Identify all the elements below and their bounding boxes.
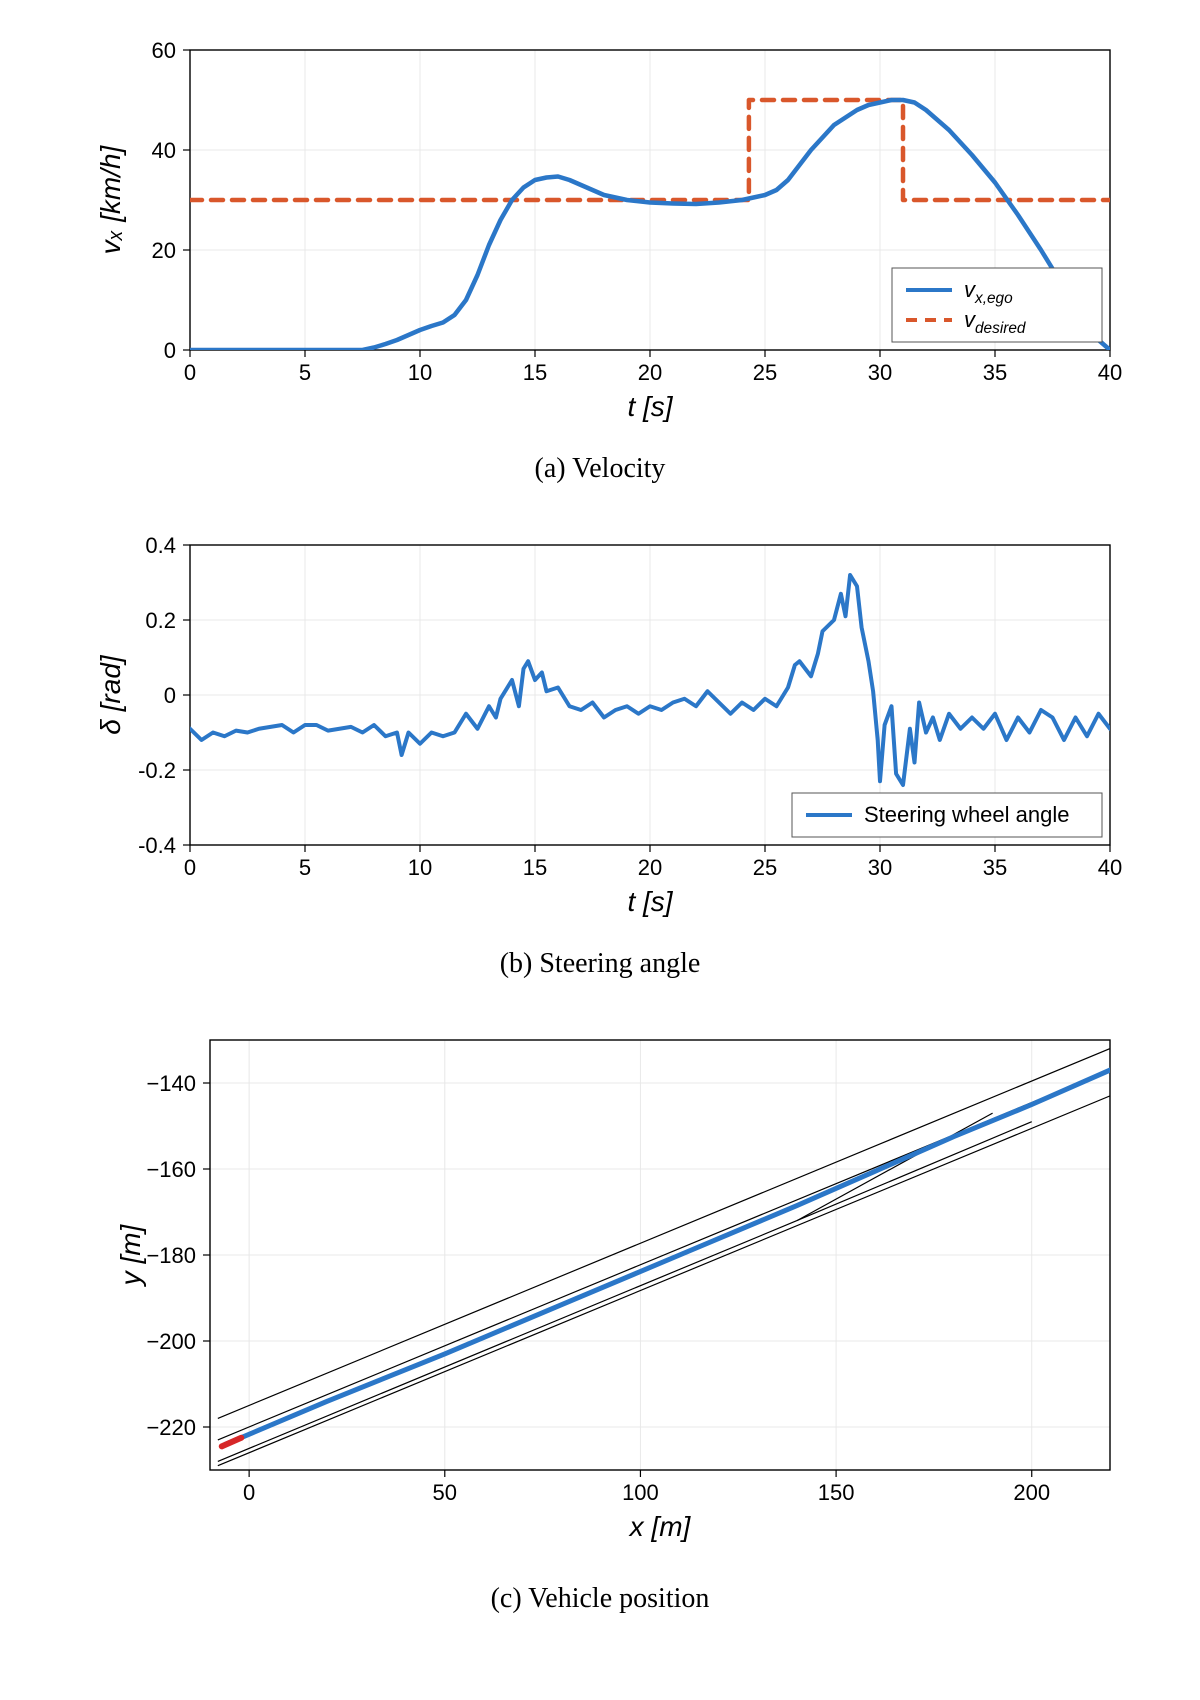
svg-text:−160: −160 <box>146 1157 196 1182</box>
svg-text:30: 30 <box>868 360 892 385</box>
svg-text:200: 200 <box>1013 1480 1050 1505</box>
svg-text:y [m]: y [m] <box>115 1223 146 1287</box>
panel-steering: 0 5 10 15 20 25 30 35 40 -0.4 -0.2 0 0.2 0.4 t [s] δ [r… <box>60 515 1140 980</box>
svg-text:10: 10 <box>408 855 432 880</box>
svg-text:-0.2: -0.2 <box>138 758 176 783</box>
svg-text:5: 5 <box>299 360 311 385</box>
svg-text:0: 0 <box>164 683 176 708</box>
svg-text:−220: −220 <box>146 1415 196 1440</box>
svg-text:δ [rad]: δ [rad] <box>95 654 126 735</box>
svg-text:100: 100 <box>622 1480 659 1505</box>
svg-text:−200: −200 <box>146 1329 196 1354</box>
caption-a: (a) Velocity <box>60 453 1140 485</box>
svg-text:40: 40 <box>1098 360 1122 385</box>
svg-text:−140: −140 <box>146 1071 196 1096</box>
svg-text:5: 5 <box>299 855 311 880</box>
svg-text:0.2: 0.2 <box>145 608 176 633</box>
svg-text:−180: −180 <box>146 1243 196 1268</box>
svg-text:t [s]: t [s] <box>627 391 673 422</box>
svg-text:40: 40 <box>152 138 176 163</box>
svg-text:15: 15 <box>523 855 547 880</box>
svg-text:30: 30 <box>868 855 892 880</box>
svg-text:25: 25 <box>753 360 777 385</box>
svg-text:20: 20 <box>152 238 176 263</box>
chart-position: 0 50 100 150 200 −140 −160 −180 −200 −220 x [m] y [… <box>60 1010 1140 1570</box>
svg-text:0: 0 <box>184 855 196 880</box>
svg-text:0: 0 <box>243 1480 255 1505</box>
svg-text:60: 60 <box>152 38 176 63</box>
svg-text:-0.4: -0.4 <box>138 833 176 858</box>
chart-steering: 0 5 10 15 20 25 30 35 40 -0.4 -0.2 0 0.2 0.4 t [s] δ [r… <box>60 515 1140 935</box>
panel-position: 0 50 100 150 200 −140 −160 −180 −200 −220 x [m] y [… <box>60 1010 1140 1615</box>
caption-c: (c) Vehicle position <box>60 1583 1140 1615</box>
svg-text:0.4: 0.4 <box>145 533 176 558</box>
panel-velocity: 05101520253035400204060t [s]vₓ [km/h]vx,… <box>60 20 1140 485</box>
svg-text:20: 20 <box>638 360 662 385</box>
svg-text:20: 20 <box>638 855 662 880</box>
svg-text:0: 0 <box>164 338 176 363</box>
svg-text:Steering wheel angle: Steering wheel angle <box>864 802 1069 827</box>
svg-text:50: 50 <box>433 1480 457 1505</box>
svg-text:t [s]: t [s] <box>627 886 673 917</box>
svg-text:15: 15 <box>523 360 547 385</box>
svg-text:40: 40 <box>1098 855 1122 880</box>
svg-text:0: 0 <box>184 360 196 385</box>
svg-text:25: 25 <box>753 855 777 880</box>
svg-text:x [m]: x [m] <box>628 1511 692 1542</box>
svg-text:vₓ [km/h]: vₓ [km/h] <box>95 144 126 254</box>
page-root: 05101520253035400204060t [s]vₓ [km/h]vx,… <box>0 0 1200 1700</box>
svg-text:10: 10 <box>408 360 432 385</box>
chart-velocity: 05101520253035400204060t [s]vₓ [km/h]vx,… <box>60 20 1140 440</box>
svg-text:35: 35 <box>983 855 1007 880</box>
svg-text:35: 35 <box>983 360 1007 385</box>
svg-text:150: 150 <box>818 1480 855 1505</box>
caption-b: (b) Steering angle <box>60 948 1140 980</box>
